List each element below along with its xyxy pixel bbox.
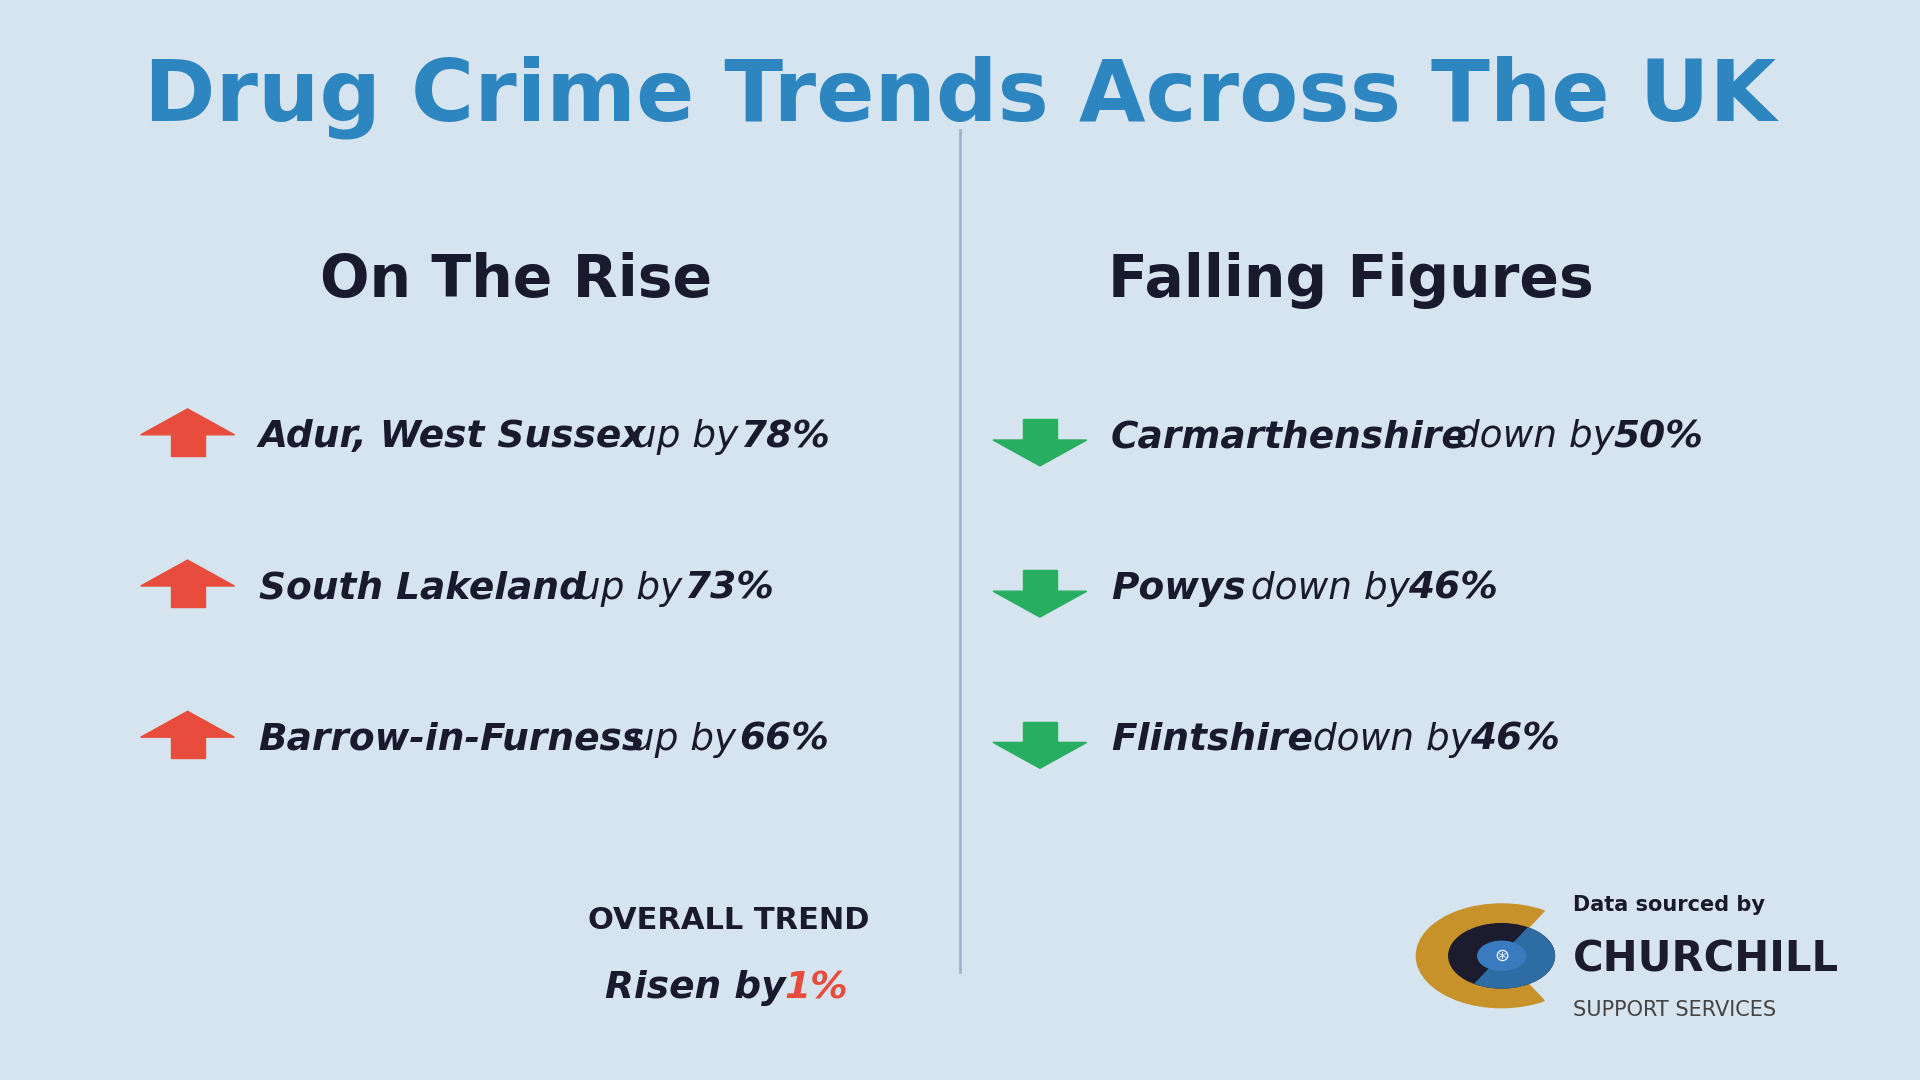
Polygon shape [140,712,234,738]
Text: 46%: 46% [1407,570,1498,607]
Text: up by: up by [620,721,749,758]
Wedge shape [1417,904,1544,1008]
Text: Falling Figures: Falling Figures [1108,253,1594,309]
Polygon shape [993,591,1087,617]
Text: down by: down by [1302,721,1484,758]
Text: 78%: 78% [739,419,829,456]
Text: ⊛: ⊛ [1494,947,1509,964]
Polygon shape [171,586,205,607]
Text: down by: down by [1238,570,1423,607]
Polygon shape [993,440,1087,465]
Text: 1%: 1% [783,970,847,1007]
Text: CHURCHILL: CHURCHILL [1572,939,1839,980]
Wedge shape [1475,928,1555,988]
Polygon shape [140,561,234,586]
Circle shape [1450,923,1555,988]
Circle shape [1478,942,1526,970]
Text: On The Rise: On The Rise [321,253,712,309]
Polygon shape [1023,721,1056,742]
Text: 73%: 73% [684,570,774,607]
Text: 50%: 50% [1613,419,1703,456]
Text: Data sourced by: Data sourced by [1572,895,1764,915]
Text: Adur, West Sussex: Adur, West Sussex [259,419,645,456]
Text: Carmarthenshire: Carmarthenshire [1112,419,1467,456]
Text: OVERALL TREND: OVERALL TREND [588,906,870,934]
Text: South Lakeland: South Lakeland [259,570,586,607]
Text: up by: up by [620,419,749,456]
Polygon shape [171,738,205,758]
Polygon shape [1023,570,1056,591]
Text: Risen by: Risen by [605,970,799,1007]
Polygon shape [1023,419,1056,440]
Text: Drug Crime Trends Across The UK: Drug Crime Trends Across The UK [144,55,1776,139]
Text: down by: down by [1444,419,1626,456]
Text: 46%: 46% [1471,721,1561,758]
Polygon shape [171,435,205,456]
Polygon shape [140,409,234,435]
Text: SUPPORT SERVICES: SUPPORT SERVICES [1572,1000,1776,1020]
Text: Flintshire: Flintshire [1112,721,1313,758]
Polygon shape [993,742,1087,768]
Text: Barrow-in-Furness: Barrow-in-Furness [259,721,645,758]
Text: up by: up by [564,570,693,607]
Text: 66%: 66% [739,721,829,758]
Text: Powys: Powys [1112,570,1246,607]
